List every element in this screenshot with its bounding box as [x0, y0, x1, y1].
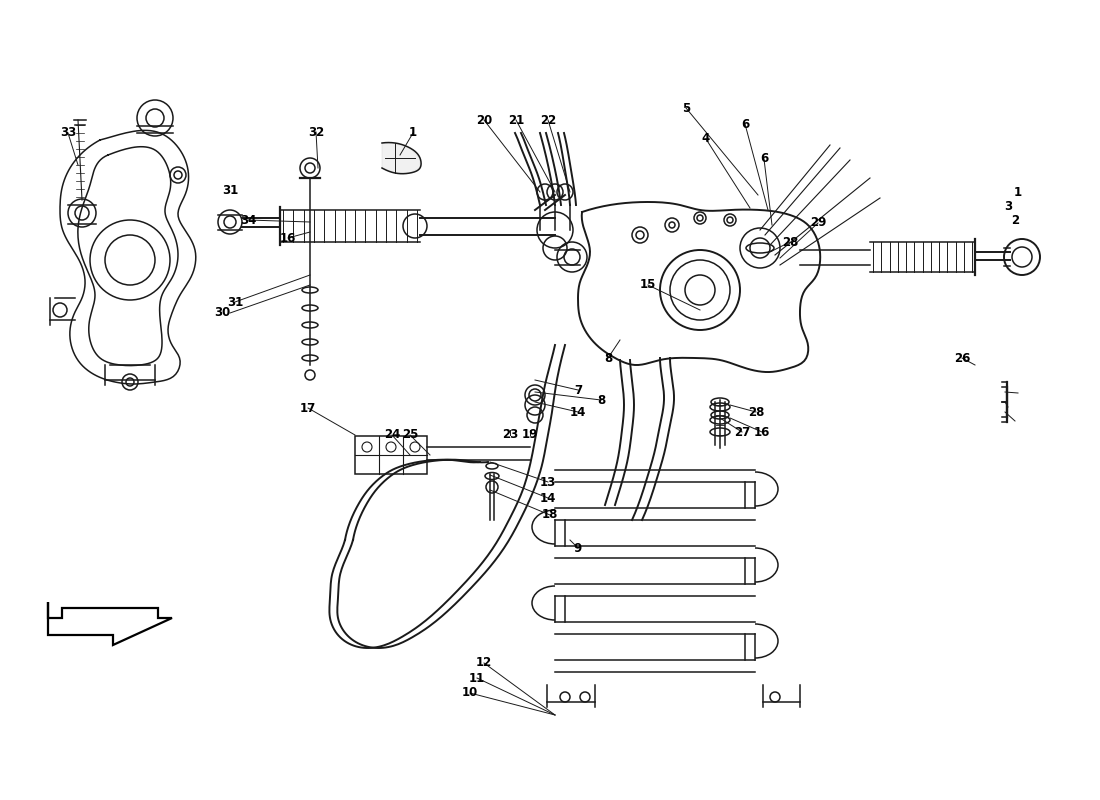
- Text: 31: 31: [227, 295, 243, 309]
- Text: 7: 7: [574, 383, 582, 397]
- Text: 12: 12: [476, 657, 492, 670]
- Text: 8: 8: [604, 351, 612, 365]
- Text: 4: 4: [702, 133, 711, 146]
- Text: 6: 6: [741, 118, 749, 130]
- Text: 28: 28: [782, 235, 799, 249]
- Text: 26: 26: [954, 351, 970, 365]
- Text: 34: 34: [240, 214, 256, 226]
- Text: 23: 23: [502, 429, 518, 442]
- Text: 1: 1: [409, 126, 417, 139]
- Text: 10: 10: [462, 686, 478, 699]
- Text: 14: 14: [570, 406, 586, 418]
- Text: 13: 13: [540, 475, 557, 489]
- Text: 24: 24: [384, 429, 400, 442]
- Text: 8: 8: [597, 394, 605, 406]
- Text: 27: 27: [734, 426, 750, 438]
- Text: 16: 16: [754, 426, 770, 438]
- Text: 6: 6: [760, 153, 768, 166]
- Text: 21: 21: [508, 114, 524, 126]
- Text: 3: 3: [1004, 201, 1012, 214]
- Text: 9: 9: [574, 542, 582, 554]
- Text: 11: 11: [469, 671, 485, 685]
- Polygon shape: [48, 602, 172, 645]
- Text: 15: 15: [640, 278, 657, 291]
- Text: 30: 30: [213, 306, 230, 319]
- Text: 18: 18: [542, 509, 558, 522]
- Polygon shape: [382, 143, 420, 173]
- Text: 19: 19: [521, 429, 538, 442]
- Text: 25: 25: [402, 429, 418, 442]
- Text: 14: 14: [540, 491, 557, 505]
- FancyBboxPatch shape: [355, 436, 427, 474]
- Text: 31: 31: [222, 183, 238, 197]
- Text: 22: 22: [540, 114, 557, 126]
- Text: 17: 17: [300, 402, 316, 414]
- Text: 2: 2: [1011, 214, 1019, 227]
- Text: 1: 1: [1014, 186, 1022, 199]
- Text: 28: 28: [748, 406, 764, 418]
- Text: 20: 20: [476, 114, 492, 126]
- Text: 33: 33: [59, 126, 76, 139]
- Text: 5: 5: [682, 102, 690, 114]
- Text: 16: 16: [279, 231, 296, 245]
- Text: 32: 32: [308, 126, 324, 138]
- Text: 29: 29: [810, 217, 826, 230]
